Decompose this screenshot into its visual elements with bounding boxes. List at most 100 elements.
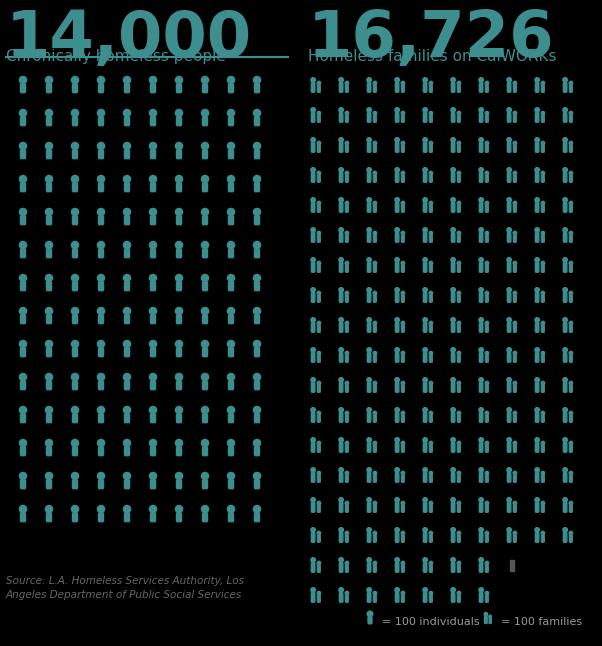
Circle shape [175,505,182,513]
Polygon shape [507,203,511,212]
Circle shape [423,408,427,412]
Circle shape [485,501,489,505]
Circle shape [367,348,371,352]
Polygon shape [535,532,539,542]
Polygon shape [20,150,25,159]
Circle shape [149,275,157,282]
Polygon shape [202,348,208,357]
Polygon shape [396,172,399,182]
Polygon shape [486,145,488,152]
Circle shape [149,340,157,348]
Circle shape [311,108,315,112]
Circle shape [429,291,433,295]
Circle shape [395,138,399,142]
Circle shape [253,439,261,446]
Circle shape [367,168,371,172]
Circle shape [513,231,517,235]
Polygon shape [429,445,432,452]
Polygon shape [311,503,315,512]
Polygon shape [486,505,488,512]
Circle shape [423,528,427,532]
Polygon shape [479,172,483,182]
Circle shape [429,81,433,85]
Polygon shape [486,205,488,212]
Polygon shape [396,83,399,92]
Polygon shape [514,475,517,482]
Polygon shape [458,85,461,92]
Circle shape [228,176,235,183]
Circle shape [123,439,131,446]
Polygon shape [20,282,25,291]
Polygon shape [458,385,461,392]
Circle shape [423,468,427,472]
Circle shape [149,439,157,446]
Polygon shape [99,414,104,422]
Polygon shape [150,513,155,521]
Polygon shape [423,112,427,122]
Circle shape [541,231,545,235]
Polygon shape [317,205,320,212]
Text: 16,726: 16,726 [308,8,555,70]
Polygon shape [72,216,78,225]
Polygon shape [373,295,376,302]
Circle shape [367,611,373,617]
Circle shape [98,439,105,446]
Circle shape [457,231,461,235]
Circle shape [479,557,483,562]
Circle shape [401,561,405,565]
Polygon shape [311,353,315,362]
Polygon shape [373,145,376,152]
Polygon shape [402,145,404,152]
Circle shape [345,111,349,115]
Circle shape [423,557,427,562]
Circle shape [395,318,399,322]
Circle shape [253,176,261,183]
Circle shape [395,348,399,352]
Circle shape [373,441,377,445]
Polygon shape [429,265,432,272]
Polygon shape [514,205,517,212]
Circle shape [311,198,315,202]
Polygon shape [402,415,404,422]
Polygon shape [402,85,404,92]
Polygon shape [452,263,455,272]
Circle shape [339,318,343,322]
Polygon shape [125,216,129,225]
Polygon shape [340,322,343,332]
Polygon shape [311,172,315,182]
Circle shape [513,441,517,445]
Circle shape [429,381,433,385]
Circle shape [535,108,539,112]
Polygon shape [20,84,25,92]
Circle shape [123,307,131,315]
Circle shape [485,412,489,415]
Circle shape [569,321,573,325]
Polygon shape [423,293,427,302]
Polygon shape [311,382,315,392]
Bar [510,560,514,572]
Circle shape [175,373,182,380]
Polygon shape [311,203,315,212]
Polygon shape [542,115,544,122]
Circle shape [535,138,539,142]
Polygon shape [311,83,315,92]
Polygon shape [150,348,155,357]
Polygon shape [514,415,517,422]
Polygon shape [458,325,461,332]
Polygon shape [396,413,399,422]
Polygon shape [563,172,567,182]
Polygon shape [20,216,25,225]
Polygon shape [46,414,52,422]
Circle shape [367,528,371,532]
Polygon shape [535,353,539,362]
Circle shape [541,472,545,475]
Polygon shape [125,282,129,291]
Polygon shape [229,150,234,159]
Polygon shape [340,263,343,272]
Polygon shape [46,315,52,324]
Circle shape [72,109,79,117]
Circle shape [98,109,105,117]
Circle shape [541,321,545,325]
Polygon shape [452,83,455,92]
Polygon shape [20,414,25,422]
